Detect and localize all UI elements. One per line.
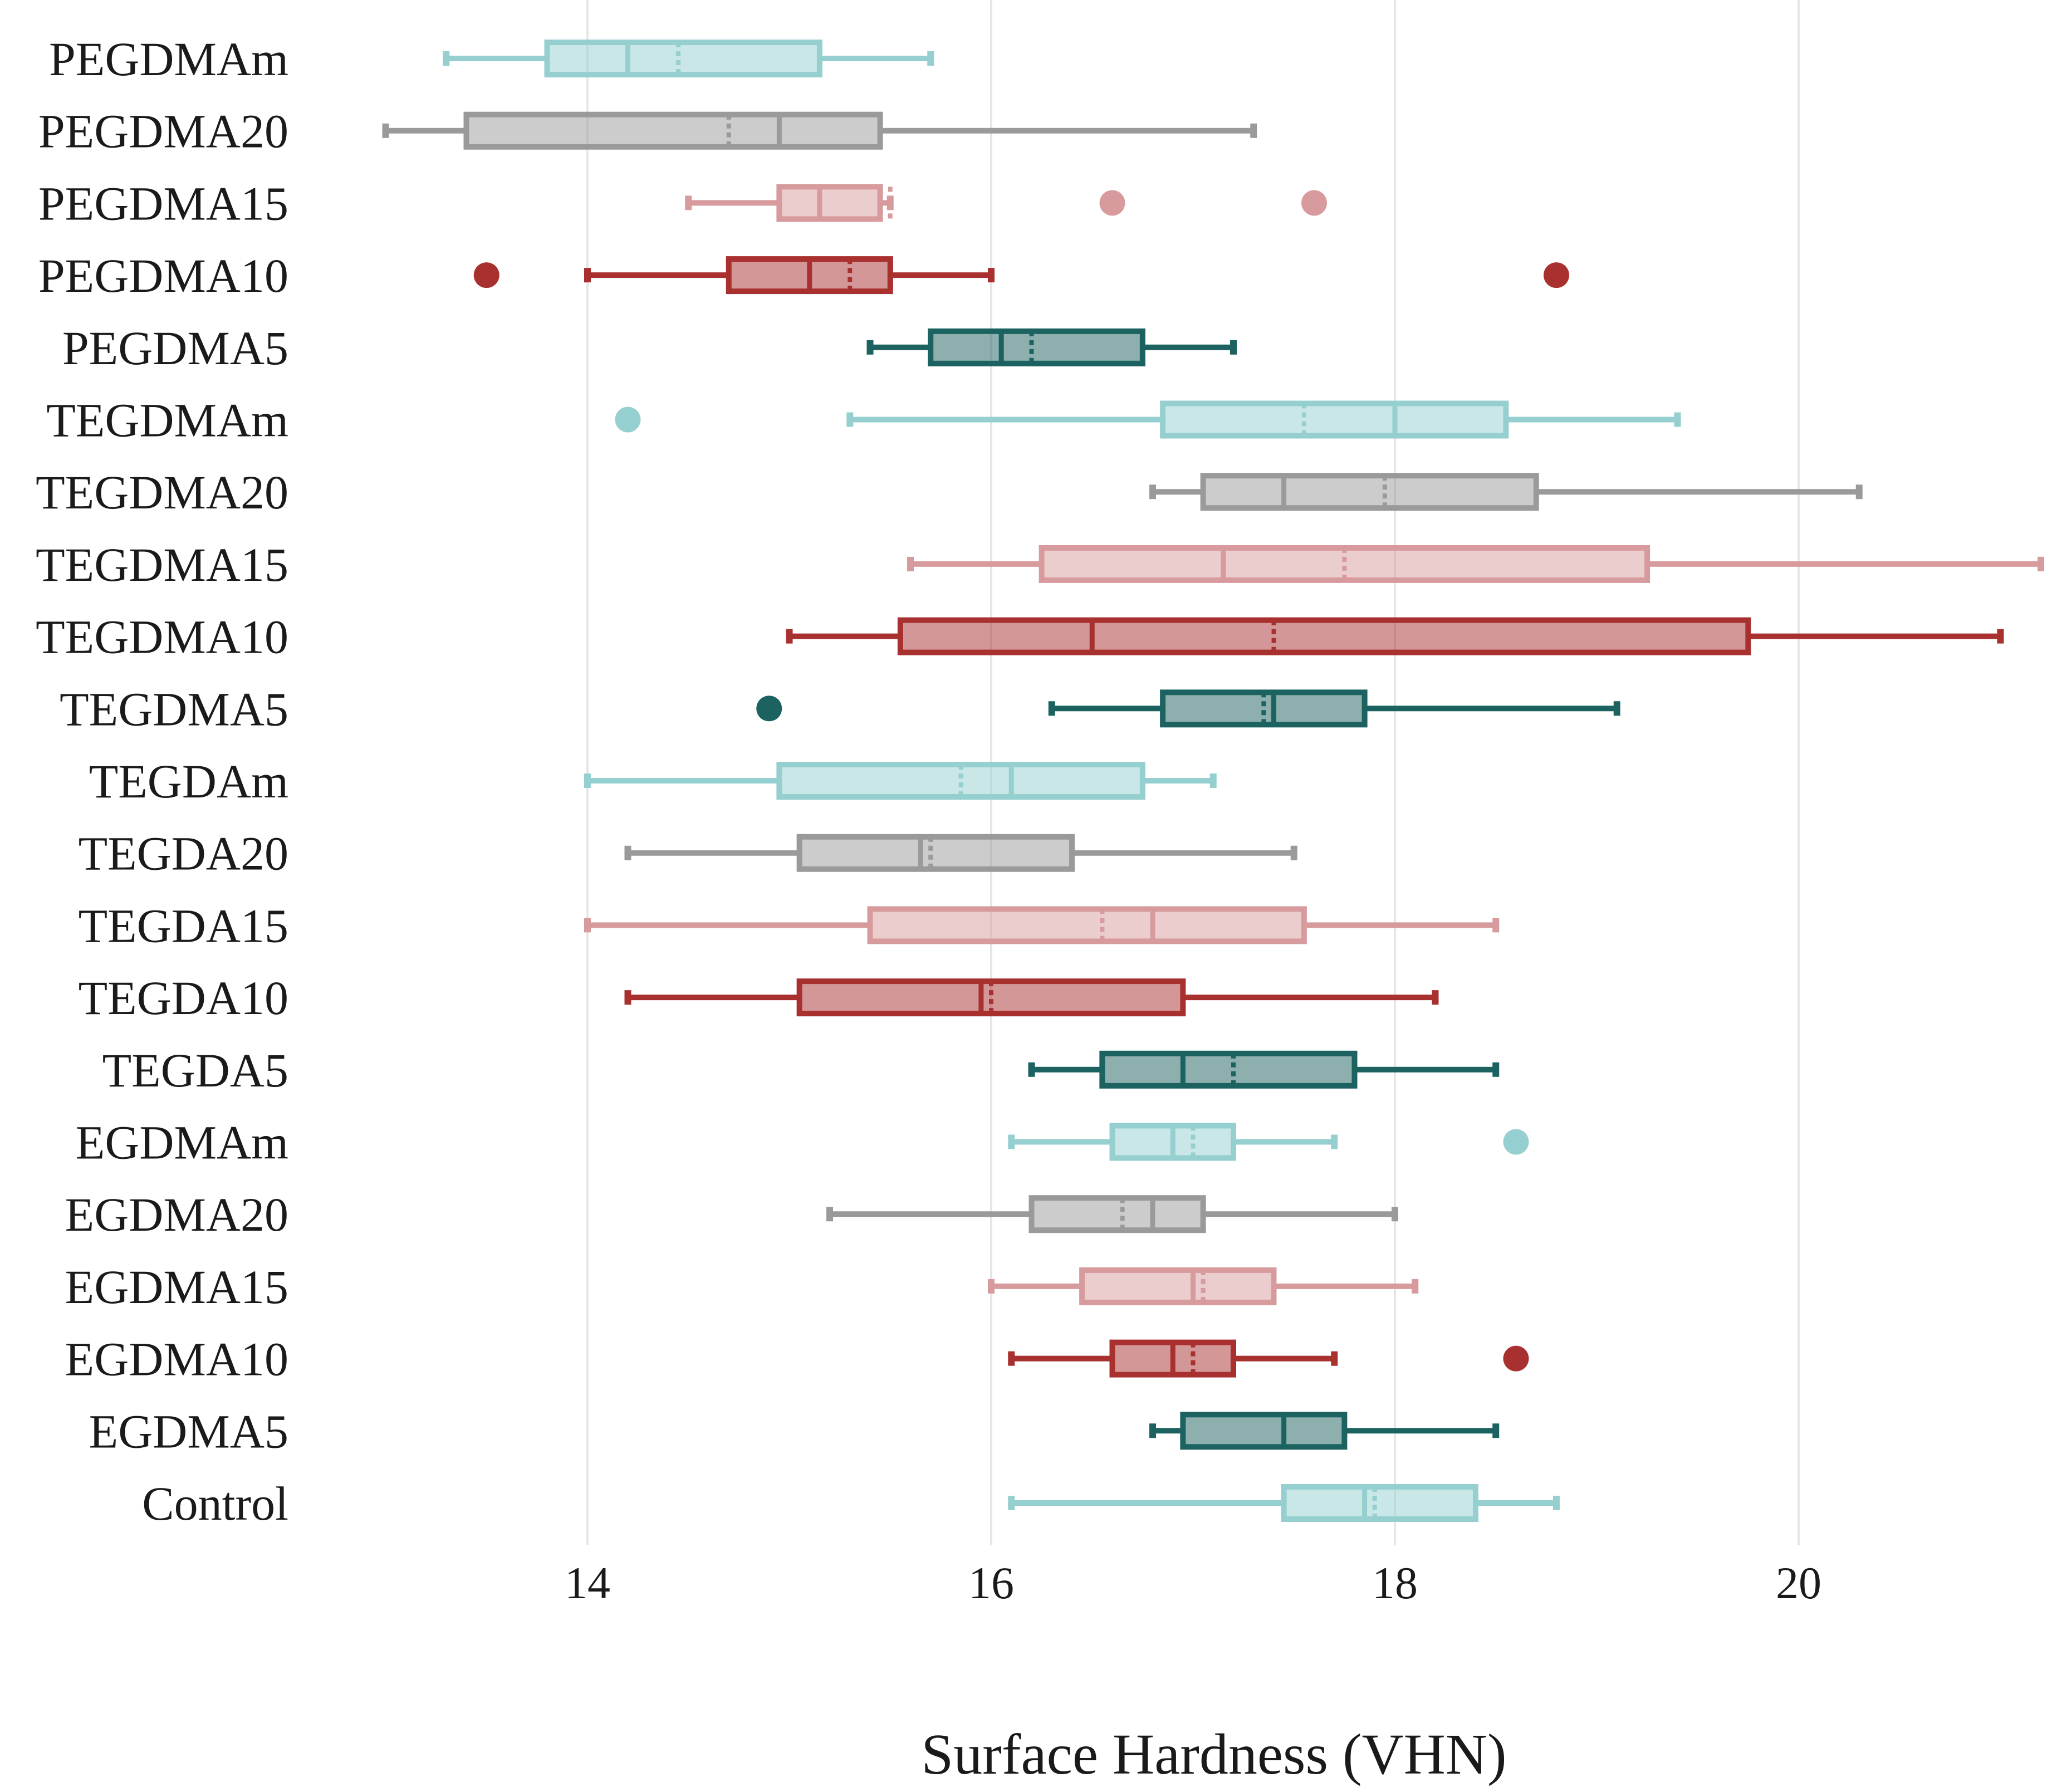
iqr-box [897, 617, 1751, 655]
box-tegda5 [1028, 1050, 1500, 1089]
category-label-tegda10: TEGDA10 [79, 971, 288, 1025]
y-axis-category-labels: PEGDMAm PEGDMA20 PEGDMA15 PEGDMA10 PEGDMA5 TE… [36, 32, 288, 1530]
outlier-point [1544, 262, 1569, 288]
box-egdma20 [826, 1195, 1398, 1233]
category-label-egdma20: EGDMA20 [65, 1188, 288, 1241]
iqr-box [776, 184, 883, 222]
outlier-point [473, 262, 499, 288]
category-label-tegda15: TEGDA15 [79, 899, 288, 952]
box-pegdmam [443, 40, 934, 77]
box-pegdma5 [866, 328, 1237, 366]
iqr-box [928, 328, 1145, 366]
category-label-tegdam: TEGDAm [89, 755, 288, 808]
iqr-box [867, 906, 1307, 944]
iqr-box [796, 834, 1075, 872]
category-label-tegda20: TEGDA20 [79, 827, 288, 880]
category-label-tegdmam: TEGDMAm [46, 394, 288, 447]
x-axis-ticks: 14 16 18 20 [565, 1558, 1821, 1608]
box-tegda15 [584, 906, 1500, 944]
category-label-tegdma15: TEGDMA15 [36, 538, 288, 591]
box-egdma5 [1149, 1412, 1500, 1450]
box-egdmam [1008, 1123, 1529, 1161]
category-label-pegdma20: PEGDMA20 [38, 105, 288, 158]
x-tick-label-14: 14 [565, 1558, 610, 1608]
category-label-egdma10: EGDMA10 [65, 1333, 288, 1386]
x-tick-label-16: 16 [968, 1558, 1014, 1608]
iqr-box [796, 978, 1186, 1017]
category-label-egdmam: EGDMAm [76, 1116, 288, 1169]
box-egdma10 [1008, 1339, 1529, 1378]
box-tegdmam [615, 400, 1681, 439]
category-label-egdma5: EGDMA5 [89, 1404, 288, 1458]
iqr-box [1028, 1195, 1206, 1233]
box-tegdma15 [907, 545, 2044, 583]
box-tegdma20 [1149, 473, 1863, 511]
iqr-box [544, 40, 822, 77]
outlier-point [1301, 190, 1327, 216]
iqr-box [1200, 473, 1539, 511]
iqr-box [1099, 1050, 1358, 1089]
category-label-tegdma20: TEGDMA20 [36, 466, 288, 519]
category-label-tegdma5: TEGDMA5 [60, 682, 288, 736]
gridlines [586, 0, 1800, 1545]
box-control [1008, 1484, 1560, 1522]
category-label-egdma15: EGDMA15 [65, 1260, 288, 1314]
outlier-point [1099, 190, 1125, 216]
outlier-point [615, 407, 641, 433]
box-tegdma10 [786, 617, 2004, 655]
box-series [382, 40, 2044, 1522]
category-label-pegdma5: PEGDMA5 [62, 321, 288, 375]
iqr-box [463, 111, 883, 150]
outlier-point [756, 696, 782, 722]
box-tegda20 [624, 834, 1297, 872]
iqr-box [1079, 1267, 1277, 1305]
x-axis-title: Surface Hardness (VHN) [921, 1722, 1506, 1786]
iqr-box [1160, 400, 1509, 439]
outlier-point [1503, 1345, 1529, 1372]
box-pegdma10 [473, 256, 1569, 295]
x-tick-label-18: 18 [1372, 1558, 1418, 1608]
category-label-pegdma10: PEGDMA10 [38, 249, 288, 302]
iqr-box [1281, 1484, 1478, 1522]
box-tegda10 [624, 978, 1439, 1017]
box-pegdma20 [382, 111, 1257, 150]
category-label-control: Control [142, 1477, 288, 1530]
outlier-point [1503, 1129, 1529, 1155]
box-tegdam [584, 762, 1217, 800]
box-egdma15 [988, 1267, 1419, 1305]
category-label-pegdmam: PEGDMAm [49, 32, 288, 86]
category-label-tegda5: TEGDA5 [102, 1044, 288, 1097]
category-label-pegdma15: PEGDMA15 [38, 177, 288, 230]
iqr-box [1180, 1412, 1348, 1450]
box-tegdma5 [756, 689, 1620, 728]
box-pegdma15 [685, 184, 1327, 222]
x-tick-label-20: 20 [1776, 1558, 1821, 1608]
category-label-tegdma10: TEGDMA10 [36, 610, 288, 664]
